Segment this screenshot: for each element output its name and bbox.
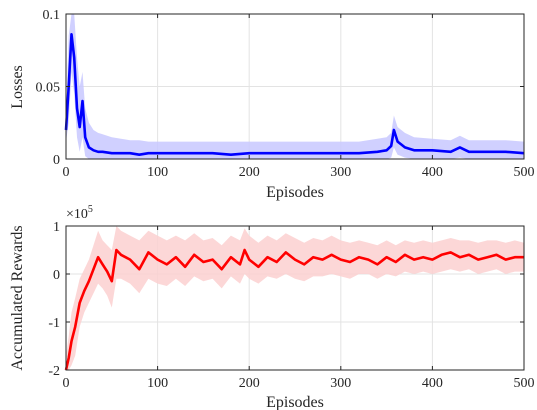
- losses-y-tick-label: 0.05: [36, 81, 61, 96]
- losses-x-tick-label: 200: [239, 165, 260, 180]
- losses-x-tick-label: 500: [514, 165, 535, 180]
- scale-base: ×10: [66, 207, 88, 222]
- losses-std-band: [66, 14, 524, 159]
- losses-axes-box: [65, 13, 525, 160]
- losses-ticks: 0 100 200 300 400 500 0 0.05 0.1: [36, 8, 535, 180]
- losses-x-tick-label: 0: [63, 165, 70, 180]
- losses-x-tick-label: 100: [147, 165, 168, 180]
- rewards-ticks: 0 100 200 300 400 500 -2 -1 0 1: [48, 220, 534, 391]
- rewards-y-tick-label: -2: [48, 364, 60, 379]
- rewards-x-tick-label: 100: [147, 376, 168, 391]
- rewards-y-tick-label: 0: [53, 268, 60, 283]
- losses-y-tick-label: 0: [53, 153, 60, 168]
- rewards-panel: 0 100 200 300 400 500 -2 -1 0 1 ×105 Episodes Acc…: [9, 204, 535, 410]
- losses-x-axis-label: Episodes: [266, 184, 324, 201]
- losses-x-tick-label: 300: [330, 165, 351, 180]
- rewards-y-tick-label: -1: [48, 316, 60, 331]
- rewards-line: [64, 248, 524, 371]
- rewards-x-tick-label: 200: [239, 376, 260, 391]
- rewards-x-axis-label: Episodes: [266, 394, 324, 410]
- scale-exponent: 5: [88, 204, 93, 215]
- losses-y-axis-label: Losses: [9, 65, 26, 109]
- rewards-y-tick-label: 1: [53, 220, 60, 235]
- rewards-x-tick-label: 500: [514, 376, 535, 391]
- rewards-axes-box: [65, 225, 525, 371]
- rewards-x-tick-label: 400: [422, 376, 443, 391]
- rewards-x-tick-label: 0: [63, 376, 70, 391]
- rewards-x-tick-label: 300: [330, 376, 351, 391]
- losses-x-tick-label: 400: [422, 165, 443, 180]
- losses-line: [64, 33, 525, 156]
- rewards-y-scale-factor: ×105: [66, 204, 93, 222]
- losses-y-tick-label: 0.1: [43, 8, 61, 23]
- rewards-y-axis-label: Accumulated Rewards: [9, 225, 26, 370]
- losses-panel: 0 100 200 300 400 500 0 0.05 0.1 Episodes Losses: [9, 8, 535, 201]
